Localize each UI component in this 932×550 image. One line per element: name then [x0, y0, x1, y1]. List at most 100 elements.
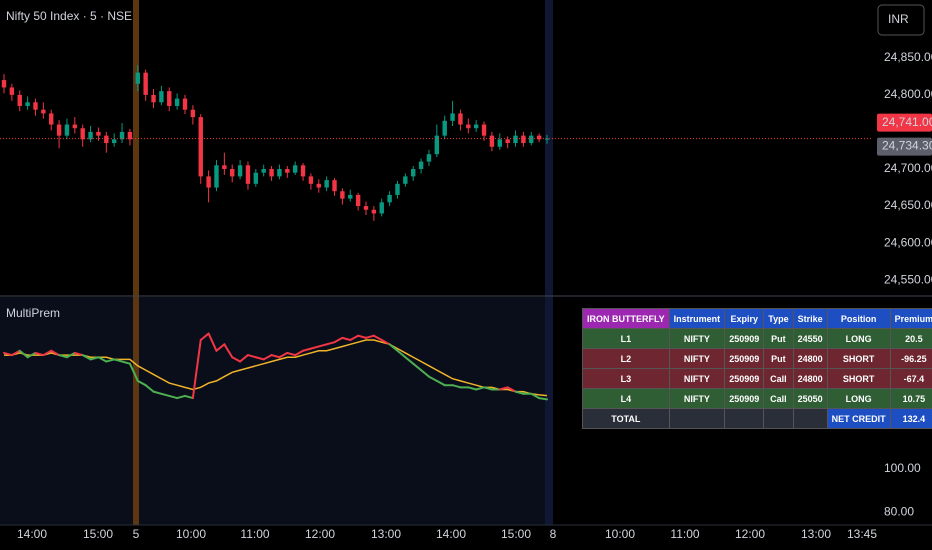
- currency-button[interactable]: [877, 4, 925, 36]
- line-segment: [50, 349, 61, 357]
- candle-body: [395, 183, 400, 195]
- price-tag-label: 24,734.30: [882, 139, 932, 153]
- line-segment: [152, 390, 163, 395]
- line-segment: [467, 386, 478, 391]
- candle-body: [371, 209, 377, 214]
- table-cell: L3: [582, 368, 670, 389]
- candle-body: [473, 124, 479, 129]
- table-cell: [763, 408, 794, 429]
- candle-body: [214, 165, 219, 188]
- table-row: IRON BUTTERFLY Instrument Expiry Type Strike…: [582, 308, 932, 329]
- table-row: TOTAL NET CREDIT 132.4: [582, 408, 932, 429]
- candle-body: [261, 168, 266, 173]
- line-segment: [420, 369, 430, 378]
- line-segment: [365, 334, 375, 339]
- table-cell: -67.4: [889, 368, 932, 389]
- candle-body: [489, 135, 495, 147]
- x-tick-label: 10:00: [605, 527, 635, 541]
- candle-body: [9, 87, 15, 95]
- table-cell: L1: [582, 328, 670, 349]
- line-segment: [309, 345, 320, 350]
- x-tick-label: 12:00: [735, 527, 765, 541]
- candle-body: [33, 102, 38, 110]
- x-tick-label: 14:00: [17, 527, 47, 541]
- line-segment: [231, 356, 242, 363]
- y-tick-label: 24,850.00: [884, 50, 932, 64]
- candle-body: [513, 135, 518, 144]
- line-segment: [160, 392, 171, 397]
- table-cell: Call: [763, 368, 794, 389]
- candle-body: [418, 161, 424, 169]
- line-segment: [483, 386, 493, 391]
- line-segment: [349, 334, 360, 342]
- x-tick-label: 8: [550, 527, 557, 541]
- candle-body: [182, 98, 188, 110]
- line-segment: [128, 362, 139, 382]
- candle-body: [481, 124, 487, 136]
- line-segment: [278, 351, 289, 359]
- x-tick-label: 11:00: [670, 527, 699, 541]
- candle-body: [135, 72, 140, 84]
- line-segment: [380, 339, 391, 346]
- line-segment: [65, 351, 76, 359]
- line-segment: [498, 386, 509, 391]
- candle-body: [198, 117, 203, 177]
- price-tag-label: 24,741.00: [882, 115, 932, 129]
- candle-body: [72, 124, 78, 129]
- table-cell: Call: [763, 388, 794, 409]
- candle-body: [143, 72, 148, 95]
- candle-body: [245, 165, 251, 184]
- y-tick-label: 24,800.00: [884, 87, 932, 101]
- line-segment: [239, 354, 249, 363]
- indicator-bg: [0, 297, 550, 525]
- candle-body: [237, 165, 243, 177]
- line-segment: [530, 392, 541, 400]
- table-cell: SHORT: [826, 348, 891, 369]
- candle-body: [292, 165, 298, 173]
- x-tick-label: 10:00: [176, 527, 206, 541]
- session-highlight: [545, 0, 553, 525]
- candle-body: [497, 139, 502, 147]
- candle-body: [127, 131, 133, 140]
- candle-body: [49, 113, 54, 125]
- currency-label[interactable]: INR: [888, 12, 909, 26]
- table-cell: SHORT: [826, 368, 891, 389]
- line-segment: [302, 347, 312, 352]
- candle-body: [190, 109, 196, 118]
- x-tick-label: 13:00: [801, 527, 831, 541]
- x-tick-label: 13:45: [847, 527, 877, 541]
- table-cell: 250909: [724, 368, 765, 389]
- candle-body: [64, 124, 70, 136]
- candle-body: [222, 165, 227, 169]
- table-cell: [792, 408, 828, 429]
- table-cell: 250909: [724, 388, 765, 409]
- table-cell: NIFTY: [668, 348, 726, 369]
- candle-body: [111, 139, 117, 144]
- line-segment: [538, 397, 548, 401]
- line-segment: [514, 390, 525, 395]
- line-segment: [81, 354, 92, 361]
- candle-body: [340, 191, 345, 199]
- table-cell: 24550: [792, 328, 828, 349]
- table-cell: Position: [826, 308, 891, 329]
- x-tick-label: 5: [133, 527, 140, 541]
- candle-body: [403, 176, 408, 184]
- table-cell: 250909: [724, 328, 765, 349]
- strategy-table: IRON BUTTERFLY Instrument Expiry Type Strike…: [582, 308, 932, 429]
- table-cell: LONG: [826, 388, 891, 409]
- line-segment: [207, 332, 218, 352]
- table-cell: Instrument: [668, 308, 726, 329]
- table-cell: 250909: [724, 348, 765, 369]
- line-segment: [73, 351, 84, 357]
- y-tick-label: 24,550.00: [884, 272, 932, 286]
- candle-body: [458, 113, 463, 125]
- table-cell: Put: [763, 348, 794, 369]
- line-segment: [357, 334, 367, 339]
- candle-body: [88, 131, 93, 140]
- x-tick-label: 14:00: [436, 527, 466, 541]
- candle-body: [56, 124, 62, 136]
- candle-body: [80, 128, 85, 140]
